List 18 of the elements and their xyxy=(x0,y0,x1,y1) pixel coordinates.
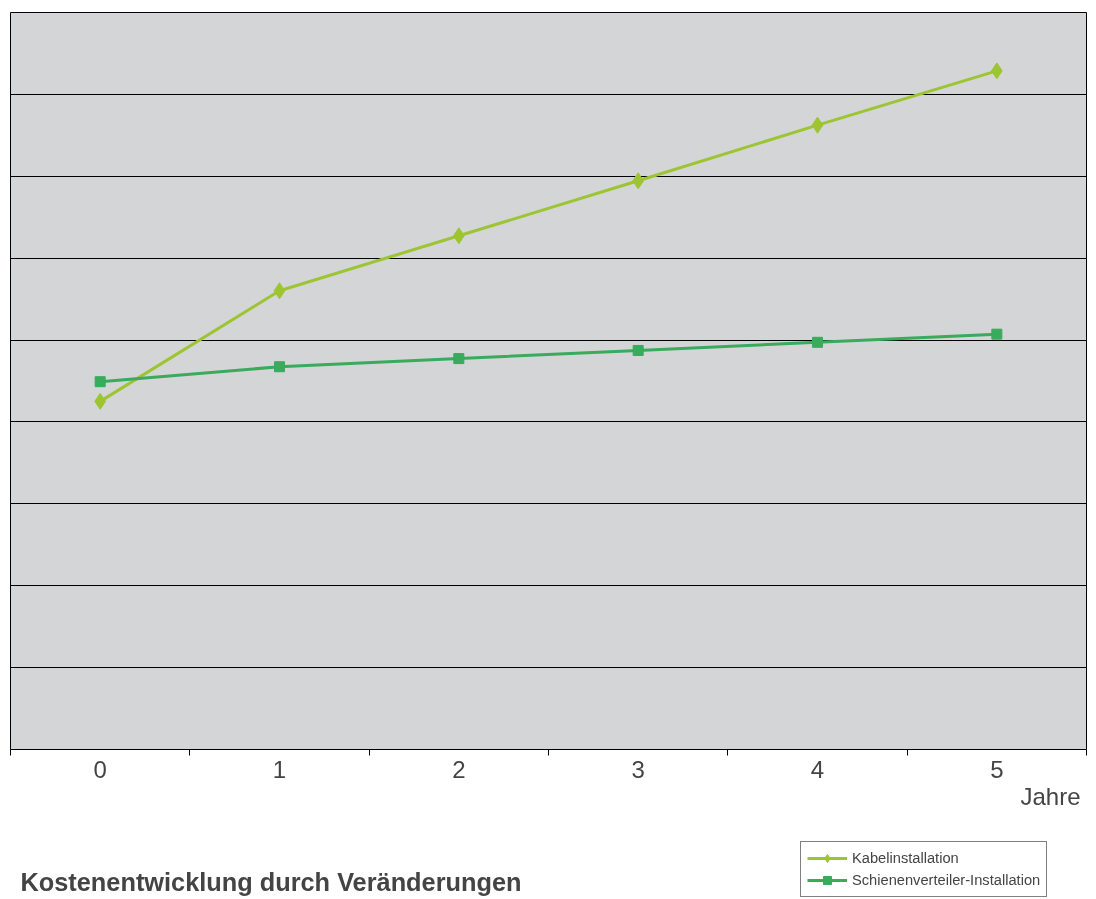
x-tick-label: 5 xyxy=(990,755,1004,783)
x-tick-label: 2 xyxy=(452,755,466,783)
x-tick-label: 3 xyxy=(631,755,645,783)
point xyxy=(453,353,465,365)
x-tick-label: 4 xyxy=(810,755,825,783)
legend-label: Kabelinstallation xyxy=(852,850,959,866)
point xyxy=(273,282,286,300)
x-tick-label: 1 xyxy=(272,755,287,783)
text: Kostenentwicklung durch Veränderungen xyxy=(20,867,522,896)
x-axis-title: Jahre xyxy=(1020,782,1081,810)
point xyxy=(632,344,644,356)
legend-label: Schienenverteiler-Installation xyxy=(852,872,1041,888)
point xyxy=(94,376,106,388)
point xyxy=(811,116,824,134)
point xyxy=(812,336,823,348)
x-tick-label: 0 xyxy=(93,755,107,783)
point xyxy=(274,361,285,373)
point xyxy=(991,328,1003,340)
